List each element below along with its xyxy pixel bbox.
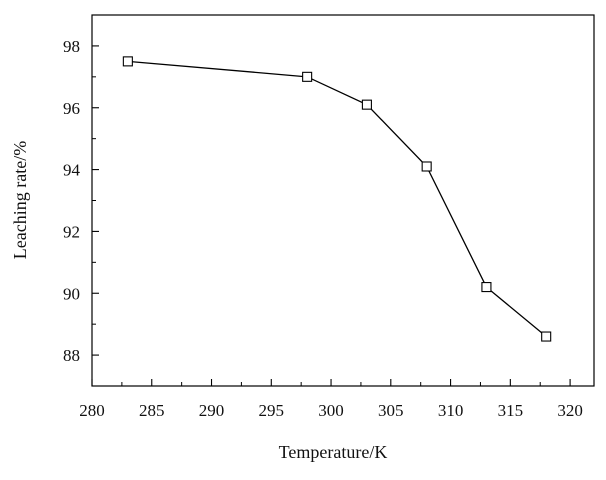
data-point-marker bbox=[122, 56, 133, 67]
data-point-marker bbox=[481, 282, 492, 293]
y-axis-label: Leaching rate/% bbox=[10, 141, 30, 259]
data-point-marker bbox=[421, 161, 432, 172]
x-tick-label: 305 bbox=[378, 401, 404, 420]
y-tick-label: 92 bbox=[63, 222, 80, 241]
data-point-marker bbox=[541, 331, 552, 342]
y-tick-label: 90 bbox=[63, 284, 80, 303]
x-tick-label: 280 bbox=[79, 401, 105, 420]
series-line bbox=[127, 60, 547, 338]
y-axis-ticks: 88 90 92 94 96 98 bbox=[63, 14, 99, 387]
x-tick-label: 295 bbox=[259, 401, 285, 420]
x-tick-label: 320 bbox=[557, 401, 583, 420]
y-tick-label: 88 bbox=[63, 346, 80, 365]
data-point-marker bbox=[361, 99, 372, 110]
x-axis-label: Temperature/K bbox=[279, 442, 388, 462]
x-tick-label: 285 bbox=[139, 401, 165, 420]
plot-frame bbox=[91, 14, 595, 387]
y-tick-label: 94 bbox=[63, 161, 81, 180]
y-tick-label: 98 bbox=[63, 37, 80, 56]
data-point-marker bbox=[302, 71, 313, 82]
x-tick-label: 310 bbox=[438, 401, 464, 420]
series-group bbox=[122, 56, 552, 342]
x-tick-label: 315 bbox=[498, 401, 524, 420]
x-axis-ticks: 280 285 290 295 300 305 310 315 320 bbox=[79, 379, 583, 420]
x-tick-label: 300 bbox=[318, 401, 344, 420]
x-tick-label: 290 bbox=[199, 401, 225, 420]
y-tick-label: 96 bbox=[63, 99, 80, 118]
